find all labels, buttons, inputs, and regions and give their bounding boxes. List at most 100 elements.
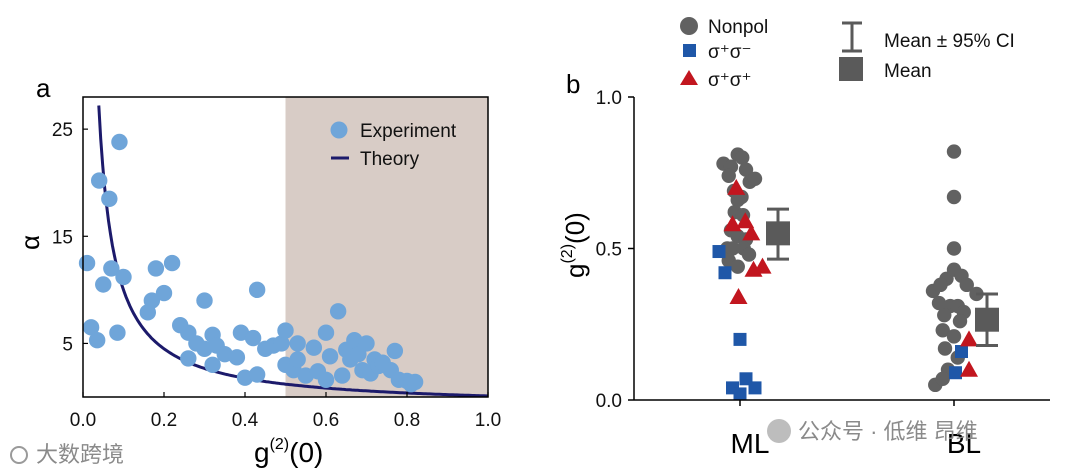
wechat-icon xyxy=(767,419,791,443)
experiment-point xyxy=(91,172,108,189)
panel-b-chart: b 0.0 0.5 1.0 ML BL g(2)(0) Nonpol σ⁺σ⁻ σ⁺σ… xyxy=(559,17,1050,459)
mean-marker xyxy=(975,307,999,332)
watermark-left: 大数跨境 xyxy=(10,442,124,467)
nonpol-point xyxy=(946,144,962,159)
sigma-opposite-point xyxy=(748,381,762,395)
experiment-point xyxy=(248,366,266,383)
panel-b-letter: b xyxy=(566,69,580,99)
experiment-point xyxy=(147,260,165,277)
legend-mean-marker xyxy=(839,57,863,81)
panel-a-x-label: g(2)(0) xyxy=(254,436,323,468)
experiment-point xyxy=(334,367,351,384)
legend-theory-label: Theory xyxy=(360,149,420,170)
summary-ml xyxy=(766,207,790,261)
category-label-ml: ML xyxy=(731,428,770,459)
nonpol-point xyxy=(730,192,745,208)
panel-b-summary xyxy=(766,207,999,347)
experiment-point xyxy=(358,335,375,352)
legend-sigma-same-label: σ⁺σ⁺ xyxy=(708,70,752,91)
experiment-point xyxy=(321,348,339,365)
experiment-point xyxy=(329,303,347,320)
category-label-bl: BL xyxy=(947,428,981,459)
nonpol-point xyxy=(725,241,740,256)
panel-a-x-ticks: 0.0 0.2 0.4 0.6 0.8 1.0 xyxy=(70,392,501,431)
experiment-point xyxy=(78,254,96,272)
nonpol-point xyxy=(721,168,736,183)
theory-curve xyxy=(97,105,488,398)
panel-a-y-ticks: 5 15 25 xyxy=(52,120,88,355)
legend-ci-label: Mean ± 95% CI xyxy=(884,31,1015,52)
sigma-same-point xyxy=(736,212,755,229)
x-tick-label: 0.4 xyxy=(232,410,259,431)
nonpol-point xyxy=(935,371,950,386)
nonpol-point xyxy=(946,241,962,256)
panel-b-categories: ML BL xyxy=(731,400,981,459)
b-y-tick-label: 1.0 xyxy=(596,88,622,109)
experiment-point xyxy=(103,260,120,277)
sigma-opposite-point xyxy=(718,266,732,280)
nonpol-point xyxy=(946,189,962,205)
x-tick-label: 0.8 xyxy=(394,410,420,431)
experiment-point xyxy=(196,292,213,309)
panel-b-y-ticks: 0.0 0.5 1.0 xyxy=(596,88,634,412)
experiment-point xyxy=(248,281,266,299)
panel-b-axes xyxy=(633,97,1050,401)
experiment-point xyxy=(155,284,173,302)
watermark-right-text: 公众号 · 低维 昂维 xyxy=(798,419,978,444)
sigma-opposite-point xyxy=(712,245,726,259)
watermark-left-text: 大数跨境 xyxy=(36,442,124,467)
sigma-same-point xyxy=(729,287,748,304)
panel-a-letter: a xyxy=(36,73,51,103)
legend-nonpol-label: Nonpol xyxy=(708,17,768,38)
legend-sigma-opposite-marker xyxy=(683,44,696,57)
experiment-point xyxy=(101,190,118,207)
y-tick-label: 5 xyxy=(62,334,73,355)
sigma-same-point xyxy=(960,360,978,377)
experiment-point xyxy=(228,349,246,366)
x-tick-label: 0.6 xyxy=(313,410,339,431)
experiment-point xyxy=(273,335,290,352)
nonpol-point xyxy=(937,341,953,356)
mean-marker xyxy=(766,221,790,246)
x-tick-label: 0.2 xyxy=(151,410,177,431)
experiment-point xyxy=(277,322,294,339)
b-y-tick-label: 0.5 xyxy=(596,240,622,261)
nonpol-point xyxy=(952,314,968,329)
nonpol-point xyxy=(741,247,757,262)
nonpol-point xyxy=(931,295,947,311)
nonpol-point xyxy=(747,171,763,187)
watermark-logo-icon xyxy=(10,446,28,464)
experiment-point xyxy=(386,342,404,360)
sigma-same-point xyxy=(960,330,978,347)
experiment-point xyxy=(406,373,424,391)
experiment-point xyxy=(109,324,126,341)
y-tick-label: 25 xyxy=(52,120,73,141)
experiment-point xyxy=(204,356,221,374)
x-tick-label: 1.0 xyxy=(475,410,501,431)
panel-b-legend: Nonpol σ⁺σ⁻ σ⁺σ⁺ Mean ± 95% CI Mean xyxy=(680,17,1015,91)
experiment-point xyxy=(88,332,106,349)
sigma-same-point xyxy=(742,224,761,241)
legend-sigma-opposite-label: σ⁺σ⁻ xyxy=(708,42,752,63)
watermark-right: 公众号 · 低维 昂维 xyxy=(767,419,978,444)
experiment-point xyxy=(163,254,181,272)
sigma-same-point xyxy=(753,257,772,274)
panel-b-y-label: g(2)(0) xyxy=(559,212,590,278)
legend-experiment-marker xyxy=(330,121,348,139)
nonpol-point xyxy=(935,323,950,338)
experiment-point xyxy=(244,329,262,347)
summary-bl xyxy=(975,292,999,347)
experiment-point xyxy=(111,133,128,151)
sigma-opposite-point xyxy=(733,387,747,401)
nonpol-point xyxy=(933,277,948,293)
nonpol-point xyxy=(937,307,952,323)
experiment-point xyxy=(289,351,306,368)
legend-ci-marker xyxy=(842,21,862,53)
sigma-same-point xyxy=(727,178,746,195)
experiment-point xyxy=(305,339,323,356)
panel-b-points xyxy=(712,144,984,401)
nonpol-point xyxy=(730,259,745,274)
panel-a-chart: a 0.0 0.2 0.4 0.6 0.8 1.0 5 15 25 Experiment Th… xyxy=(15,73,501,468)
experiment-point xyxy=(82,319,100,336)
